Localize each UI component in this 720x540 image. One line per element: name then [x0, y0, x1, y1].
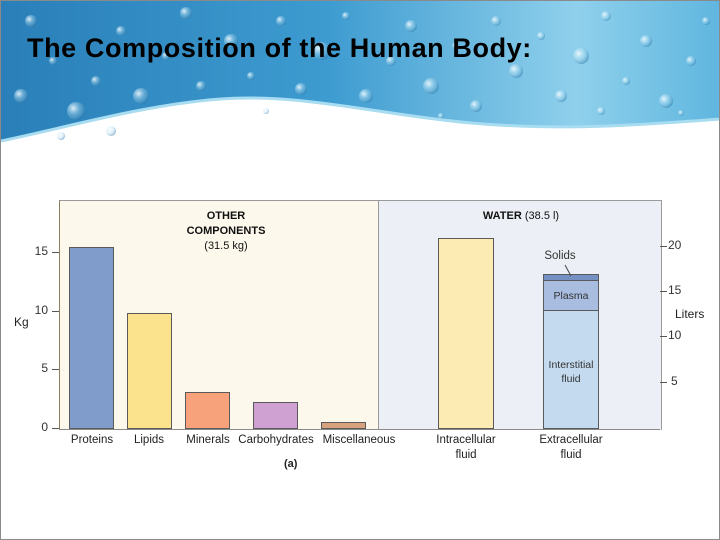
category-label: Proteins: [70, 434, 114, 446]
water-header-amount: (38.5 l): [524, 210, 560, 222]
bar-intracellular-fluid: [438, 238, 494, 429]
bar-carbohydrates: [253, 402, 298, 429]
y-tick-label: 5: [41, 361, 48, 375]
category-label-intracellular: Intracellular fluid: [426, 433, 506, 463]
water-bubbles-banner: The Composition of the Human Body:: [1, 1, 719, 151]
water-panel: [378, 200, 662, 430]
x-axis-baseline: [59, 429, 660, 430]
category-label-line-1: Extracellular: [539, 434, 603, 446]
interstitial-label-line-1: Interstitial: [548, 359, 594, 371]
liters-tick-label: 10: [668, 328, 682, 342]
y-axis-label-liters: Liters: [675, 307, 705, 321]
water-header-bold: WATER: [482, 210, 522, 222]
water-header: WATER (38.5 l): [456, 209, 586, 224]
category-label-line-2: fluid: [560, 449, 582, 461]
y-tick-label: 10: [34, 303, 48, 317]
liters-tick-label: 20: [668, 238, 682, 252]
interstitial-label: Interstitial fluid: [539, 358, 603, 386]
solids-label: Solids: [544, 250, 576, 262]
bubbles-background-icon: [1, 1, 719, 143]
segment-plasma: [543, 280, 599, 311]
y-tick-label: 0: [41, 420, 48, 434]
category-label: Lipids: [133, 434, 165, 446]
solids-leader-line-icon: [564, 264, 572, 277]
slide-title: The Composition of the Human Body:: [27, 33, 532, 63]
liters-tick-label: 5: [671, 374, 678, 388]
liters-tick-20: [660, 246, 667, 247]
y-tick-5: [52, 369, 59, 370]
category-label-line-1: Intracellular: [436, 434, 496, 446]
category-label: Minerals: [186, 434, 230, 446]
category-label-extracellular: Extracellular fluid: [531, 433, 611, 463]
header-line-3: (31.5 kg): [204, 240, 248, 252]
y-tick-10: [52, 311, 59, 312]
other-components-header: OTHER COMPONENTS (31.5 kg): [161, 209, 291, 254]
y-tick-label: 15: [34, 244, 48, 258]
interstitial-label-line-2: fluid: [561, 373, 581, 385]
bar-minerals: [185, 392, 230, 429]
header-line-1: OTHER: [206, 210, 246, 222]
figure-caption: (a): [284, 458, 298, 470]
bar-miscellaneous: [321, 422, 366, 429]
plasma-label: Plasma: [553, 290, 589, 302]
category-label: Miscellaneous: [322, 434, 396, 446]
category-label: Carbohydrates: [238, 434, 314, 446]
liters-tick-15: [660, 291, 667, 292]
y-axis-label-kg: Kg: [14, 315, 29, 329]
category-label-line-2: fluid: [455, 449, 477, 461]
y-tick-0: [52, 428, 59, 429]
bar-proteins: [69, 247, 114, 429]
header-line-2: COMPONENTS: [186, 225, 266, 237]
y-tick-15: [52, 252, 59, 253]
liters-tick-5: [660, 382, 667, 383]
bar-lipids: [127, 313, 172, 429]
segment-interstitial-fluid: [543, 310, 599, 429]
liters-tick-10: [660, 336, 667, 337]
liters-tick-label: 15: [668, 283, 682, 297]
